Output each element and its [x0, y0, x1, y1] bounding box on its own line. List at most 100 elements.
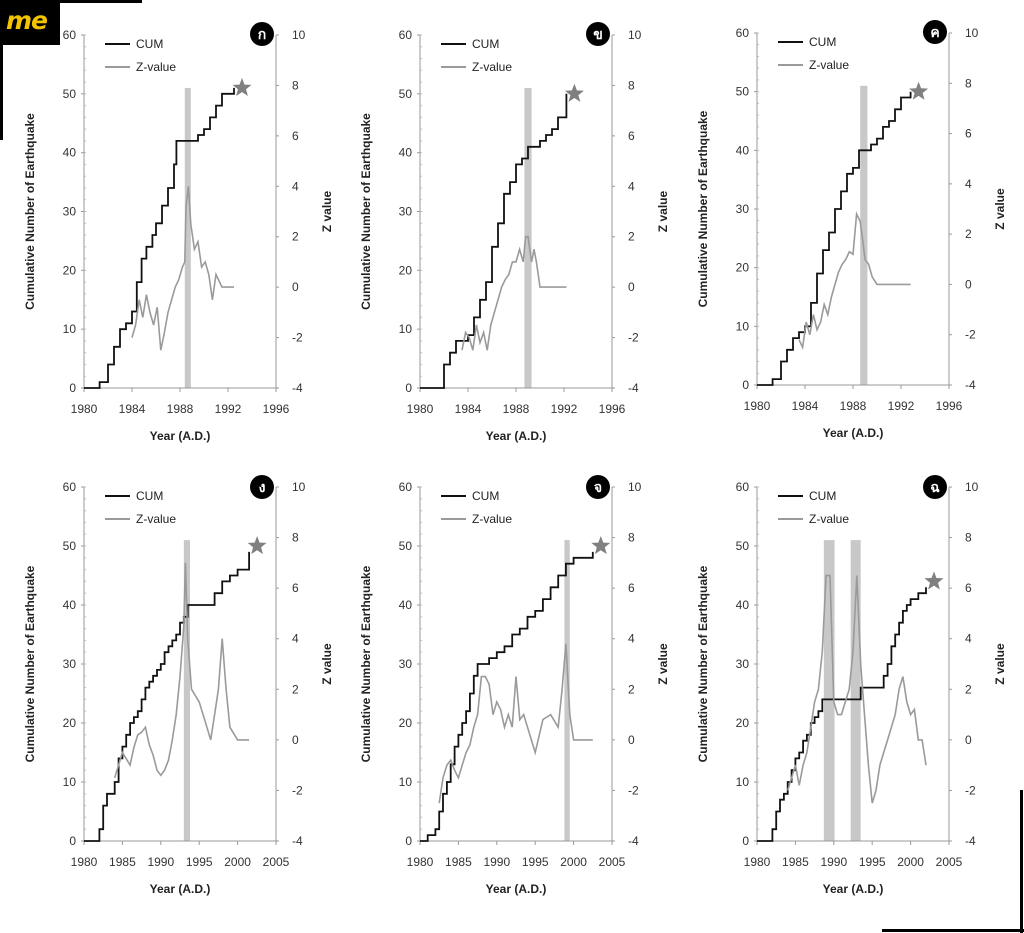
x-tick-label: 1984 — [455, 402, 482, 416]
y-left-tick-label: 50 — [399, 539, 413, 553]
anomaly-bar-1 — [860, 85, 868, 386]
x-tick-label: 1984 — [792, 399, 819, 413]
y-axis-left-label: Cumulative Number of Earthquake — [23, 565, 37, 762]
y-left-tick-label: 0 — [405, 834, 412, 848]
y-right-tick-label: 10 — [965, 26, 979, 40]
y-right-tick-label: 4 — [292, 179, 299, 193]
x-tick-label: 1996 — [599, 402, 626, 416]
y-left-tick-label: 50 — [736, 539, 750, 553]
y-right-tick-label: 6 — [292, 129, 299, 143]
x-tick-label: 2000 — [897, 855, 924, 869]
y-right-tick-label: 8 — [628, 78, 635, 92]
y-left-tick-label: 10 — [399, 322, 413, 336]
y-right-tick-label: 6 — [292, 581, 299, 595]
y-left-tick-label: 30 — [736, 202, 750, 216]
x-tick-label: 1992 — [551, 402, 578, 416]
series-line-cum — [84, 87, 235, 389]
y-left-tick-label: 60 — [736, 480, 750, 494]
y-right-tick-label: -2 — [628, 331, 639, 345]
y-left-tick-label: 40 — [63, 598, 77, 612]
x-tick-label: 1980 — [71, 402, 98, 416]
y-right-tick-label: 10 — [292, 28, 306, 42]
mainshock-star-marker — [924, 571, 944, 590]
y-right-tick-label: -4 — [965, 378, 976, 392]
series-line-z-value — [461, 235, 567, 351]
series-line-cum — [84, 551, 250, 842]
y-left-tick-label: 10 — [63, 322, 77, 336]
legend-label-z-value: Z-value — [136, 60, 176, 74]
y-right-tick-label: -4 — [292, 381, 303, 395]
legend-label-cum: CUM — [136, 37, 163, 51]
frame-line-top — [0, 0, 142, 3]
y-right-tick-label: -2 — [965, 328, 976, 342]
x-axis-label: Year (A.D.) — [486, 429, 547, 443]
x-axis-label: Year (A.D.) — [823, 426, 884, 440]
y-right-tick-label: -4 — [628, 381, 639, 395]
x-tick-label: 1990 — [483, 855, 510, 869]
x-tick-label: 1984 — [119, 402, 146, 416]
x-tick-label: 1985 — [782, 855, 809, 869]
y-left-tick-label: 60 — [399, 28, 413, 42]
y-left-tick-label: 30 — [399, 205, 413, 219]
y-right-tick-label: -2 — [292, 331, 303, 345]
y-axis-right-label: Z value — [656, 643, 670, 685]
legend-label-cum: CUM — [136, 489, 163, 503]
y-left-tick-label: 20 — [399, 263, 413, 277]
y-left-tick-label: 60 — [63, 28, 77, 42]
mainshock-star-marker — [909, 81, 929, 100]
y-right-tick-label: 2 — [965, 682, 972, 696]
series-line-z-value — [798, 211, 911, 351]
series-line-cum — [420, 93, 568, 389]
y-right-tick-label: 4 — [965, 177, 972, 191]
frame-line-left — [0, 0, 3, 140]
y-left-tick-label: 50 — [736, 85, 750, 99]
x-tick-label: 1988 — [503, 402, 530, 416]
y-axis-right-label: Z value — [656, 191, 670, 233]
y-right-tick-label: 8 — [965, 531, 972, 545]
y-right-tick-label: 6 — [628, 581, 635, 595]
y-left-tick-label: 60 — [736, 26, 750, 40]
anomaly-bar-1 — [184, 87, 191, 388]
panel-badge — [586, 475, 610, 499]
y-right-tick-label: 10 — [292, 480, 306, 494]
legend-label-z-value: Z-value — [472, 512, 512, 526]
y-right-tick-label: 4 — [628, 632, 635, 646]
chart-panel-5: 0 10 20 30 40 50 60 -4 -2 0 2 4 6 8 10 1980 1985 1990 1995… — [359, 475, 670, 896]
y-left-tick-label: 0 — [742, 378, 749, 392]
series-line-z-value — [786, 574, 927, 804]
y-left-tick-label: 40 — [736, 143, 750, 157]
x-tick-label: 1988 — [840, 399, 867, 413]
series-line-z-value — [131, 186, 234, 351]
y-axis-left-label: Cumulative Number of Earthquake — [359, 113, 373, 310]
legend-label-cum: CUM — [809, 489, 836, 503]
x-tick-label: 1980 — [407, 402, 434, 416]
x-tick-label: 1995 — [186, 855, 213, 869]
y-right-tick-label: 6 — [965, 127, 972, 141]
y-axis-left-label: Cumulative Number of Earthquake — [696, 110, 710, 307]
y-axis-left-label: Cumulative Number of Earthquake — [359, 565, 373, 762]
y-left-tick-label: 50 — [63, 87, 77, 101]
y-axis-left-label: Cumulative Number of Earthquake — [696, 565, 710, 762]
x-tick-label: 1990 — [147, 855, 174, 869]
x-tick-label: 1990 — [820, 855, 847, 869]
y-axis-right-label: Z value — [993, 643, 1007, 685]
y-right-tick-label: 2 — [965, 227, 972, 241]
y-right-tick-label: 0 — [628, 733, 635, 747]
y-axis-right-label: Z value — [993, 188, 1007, 230]
legend-label-cum: CUM — [472, 489, 499, 503]
x-tick-label: 1996 — [936, 399, 963, 413]
mainshock-star-marker — [247, 536, 267, 555]
y-left-tick-label: 50 — [399, 87, 413, 101]
y-left-tick-label: 0 — [742, 834, 749, 848]
x-tick-label: 1985 — [109, 855, 136, 869]
y-left-tick-label: 30 — [399, 657, 413, 671]
series-line-cum — [420, 551, 594, 842]
y-left-tick-label: 20 — [736, 261, 750, 275]
y-left-tick-label: 20 — [63, 716, 77, 730]
legend-label-z-value: Z-value — [472, 60, 512, 74]
anomaly-bar-1 — [823, 540, 835, 841]
frame-line-bottom — [882, 929, 1024, 932]
x-tick-label: 1996 — [263, 402, 290, 416]
y-right-tick-label: 8 — [292, 531, 299, 545]
panel-badge-label: จ — [594, 479, 602, 495]
